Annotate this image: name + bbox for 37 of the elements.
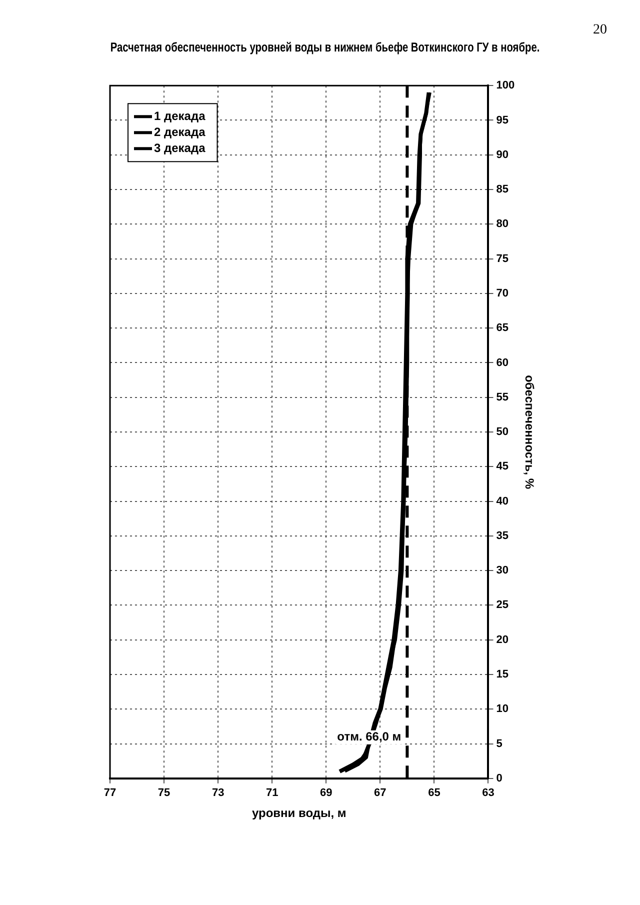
x-tick-label: 71 [266, 787, 278, 800]
y-tick-label: 35 [496, 530, 508, 542]
chart-title: Расчетная обеспеченность уровней воды в нижнем бьефе Воткинского ГУ в ноябре. [110, 40, 540, 55]
text: 20 [593, 22, 607, 38]
y-tick-label: 80 [496, 218, 508, 230]
legend-label: 3 декада [154, 140, 206, 155]
y-tick-label: 55 [496, 391, 508, 404]
y-tick-label: 25 [496, 599, 508, 612]
y-tick-label: 20 [496, 634, 508, 646]
x-tick-label: 75 [158, 787, 170, 800]
x-tick-label: 77 [104, 787, 116, 800]
y-tick-label: 90 [496, 148, 508, 161]
y-tick-label: 60 [496, 356, 508, 369]
y-tick-label: 30 [496, 564, 508, 577]
x-tick-label: 63 [482, 787, 494, 800]
y-tick-label: 100 [496, 80, 515, 92]
x-axis-title: уровни воды, м [252, 806, 346, 820]
y-tick-label: 95 [496, 114, 508, 126]
y-tick-label: 75 [496, 252, 508, 265]
ref-line-label: отм. 66,0 м [337, 730, 402, 744]
y-tick-label: 50 [496, 426, 508, 438]
y-tick-label: 5 [496, 738, 502, 750]
y-tick-label: 40 [496, 495, 508, 508]
x-tick-label: 67 [374, 787, 386, 800]
y-tick-label: 15 [496, 668, 508, 681]
y-tick-label: 10 [496, 703, 508, 716]
y-tick-label: 70 [496, 287, 508, 300]
x-tick-label: 65 [428, 787, 440, 800]
legend-label: 2 декада [154, 124, 206, 139]
x-tick-label: 69 [320, 787, 332, 800]
y-tick-label: 45 [496, 460, 508, 473]
y-tick-label: 0 [496, 772, 502, 784]
y-axis-title: обеспеченность, % [522, 374, 536, 490]
legend-label: 1 декада [154, 108, 206, 123]
y-tick-label: 85 [496, 184, 508, 196]
y-tick-label: 65 [496, 322, 508, 334]
x-tick-label: 73 [212, 787, 224, 800]
